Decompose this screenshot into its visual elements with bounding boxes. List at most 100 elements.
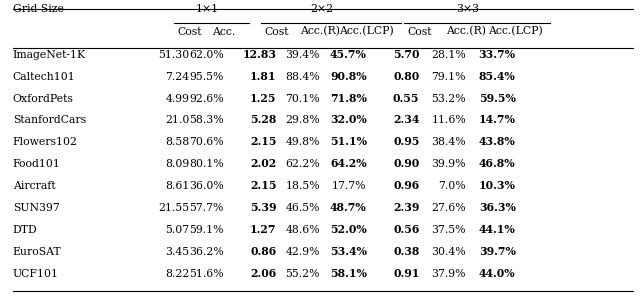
Text: 8.22: 8.22 [165,269,189,279]
Text: 17.7%: 17.7% [332,181,367,191]
Text: 4.99: 4.99 [166,94,189,103]
Text: 0.90: 0.90 [393,158,419,169]
Text: 3×3: 3×3 [456,4,479,14]
Text: 42.9%: 42.9% [285,247,320,257]
Text: Flowers102: Flowers102 [13,137,78,147]
Text: 79.1%: 79.1% [431,72,466,82]
Text: 37.9%: 37.9% [431,269,466,279]
Text: Aircraft: Aircraft [13,181,56,191]
Text: 64.2%: 64.2% [330,158,367,169]
Text: 36.0%: 36.0% [189,181,224,191]
Text: 5.28: 5.28 [250,114,276,125]
Text: 0.56: 0.56 [393,224,419,235]
Text: 48.6%: 48.6% [285,225,320,235]
Text: OxfordPets: OxfordPets [13,94,74,103]
Text: Acc.(R): Acc.(R) [446,27,486,37]
Text: Acc.: Acc. [212,27,236,37]
Text: 8.61: 8.61 [165,181,189,191]
Text: 44.0%: 44.0% [479,268,516,279]
Text: 2×2: 2×2 [310,4,333,14]
Text: 38.4%: 38.4% [431,137,466,147]
Text: 2.34: 2.34 [393,114,419,125]
Text: 53.2%: 53.2% [431,94,466,103]
Text: Acc.(LCP): Acc.(LCP) [488,27,543,37]
Text: Acc.(R): Acc.(R) [300,27,340,37]
Text: 80.1%: 80.1% [189,159,224,169]
Text: 18.5%: 18.5% [285,181,320,191]
Text: 0.55: 0.55 [393,93,419,103]
Text: 0.96: 0.96 [393,180,419,191]
Text: 46.5%: 46.5% [285,203,320,213]
Text: 46.8%: 46.8% [479,158,516,169]
Text: 0.80: 0.80 [393,71,419,82]
Text: Caltech101: Caltech101 [13,72,76,82]
Text: 21.55: 21.55 [159,203,189,213]
Text: 2.15: 2.15 [250,180,276,191]
Text: DTD: DTD [13,225,38,235]
Text: 1×1: 1×1 [195,4,218,14]
Text: 48.7%: 48.7% [330,202,367,213]
Text: 88.4%: 88.4% [285,72,320,82]
Text: Food101: Food101 [13,159,61,169]
Text: 10.3%: 10.3% [479,180,516,191]
Text: 62.2%: 62.2% [285,159,320,169]
Text: 2.02: 2.02 [250,158,276,169]
Text: 0.91: 0.91 [393,268,419,279]
Text: 57.7%: 57.7% [189,203,224,213]
Text: 30.4%: 30.4% [431,247,466,257]
Text: 70.6%: 70.6% [189,137,224,147]
Text: 37.5%: 37.5% [431,225,466,235]
Text: 92.6%: 92.6% [189,94,224,103]
Text: 43.8%: 43.8% [479,136,516,147]
Text: Acc.(LCP): Acc.(LCP) [339,27,394,37]
Text: 36.3%: 36.3% [479,202,516,213]
Text: 7.0%: 7.0% [438,181,466,191]
Text: 33.7%: 33.7% [479,49,516,60]
Text: 5.39: 5.39 [250,202,276,213]
Text: Grid Size: Grid Size [13,4,63,14]
Text: 27.6%: 27.6% [431,203,466,213]
Text: ImageNet-1K: ImageNet-1K [13,50,86,60]
Text: 0.38: 0.38 [393,246,419,257]
Text: 12.83: 12.83 [243,49,276,60]
Text: Cost: Cost [407,27,431,37]
Text: 70.1%: 70.1% [285,94,320,103]
Text: 14.7%: 14.7% [479,114,516,125]
Text: SUN397: SUN397 [13,203,60,213]
Text: 2.06: 2.06 [250,268,276,279]
Text: 49.8%: 49.8% [285,137,320,147]
Text: 1.81: 1.81 [250,71,276,82]
Text: 39.7%: 39.7% [479,246,516,257]
Text: 7.24: 7.24 [166,72,189,82]
Text: Cost: Cost [177,27,202,37]
Text: StanfordCars: StanfordCars [13,115,86,125]
Text: 45.7%: 45.7% [330,49,367,60]
Text: 2.39: 2.39 [393,202,419,213]
Text: 3.45: 3.45 [166,247,189,257]
Text: 55.2%: 55.2% [285,269,320,279]
Text: 39.9%: 39.9% [431,159,466,169]
Text: EuroSAT: EuroSAT [13,247,61,257]
Text: 62.0%: 62.0% [189,50,224,60]
Text: 2.15: 2.15 [250,136,276,147]
Text: 0.86: 0.86 [250,246,276,257]
Text: 36.2%: 36.2% [189,247,224,257]
Text: UCF101: UCF101 [13,269,59,279]
Text: 90.8%: 90.8% [330,71,367,82]
Text: 58.1%: 58.1% [330,268,367,279]
Text: 5.70: 5.70 [393,49,419,60]
Text: 95.5%: 95.5% [189,72,224,82]
Text: 39.4%: 39.4% [285,50,320,60]
Text: 52.0%: 52.0% [330,224,367,235]
Text: 8.58: 8.58 [166,137,189,147]
Text: 29.8%: 29.8% [285,115,320,125]
Text: 58.3%: 58.3% [189,115,224,125]
Text: 51.1%: 51.1% [330,136,367,147]
Text: 5.07: 5.07 [166,225,189,235]
Text: Cost: Cost [264,27,289,37]
Text: 59.1%: 59.1% [189,225,224,235]
Text: 85.4%: 85.4% [479,71,516,82]
Text: 21.0: 21.0 [165,115,189,125]
Text: 44.1%: 44.1% [479,224,516,235]
Text: 8.09: 8.09 [166,159,189,169]
